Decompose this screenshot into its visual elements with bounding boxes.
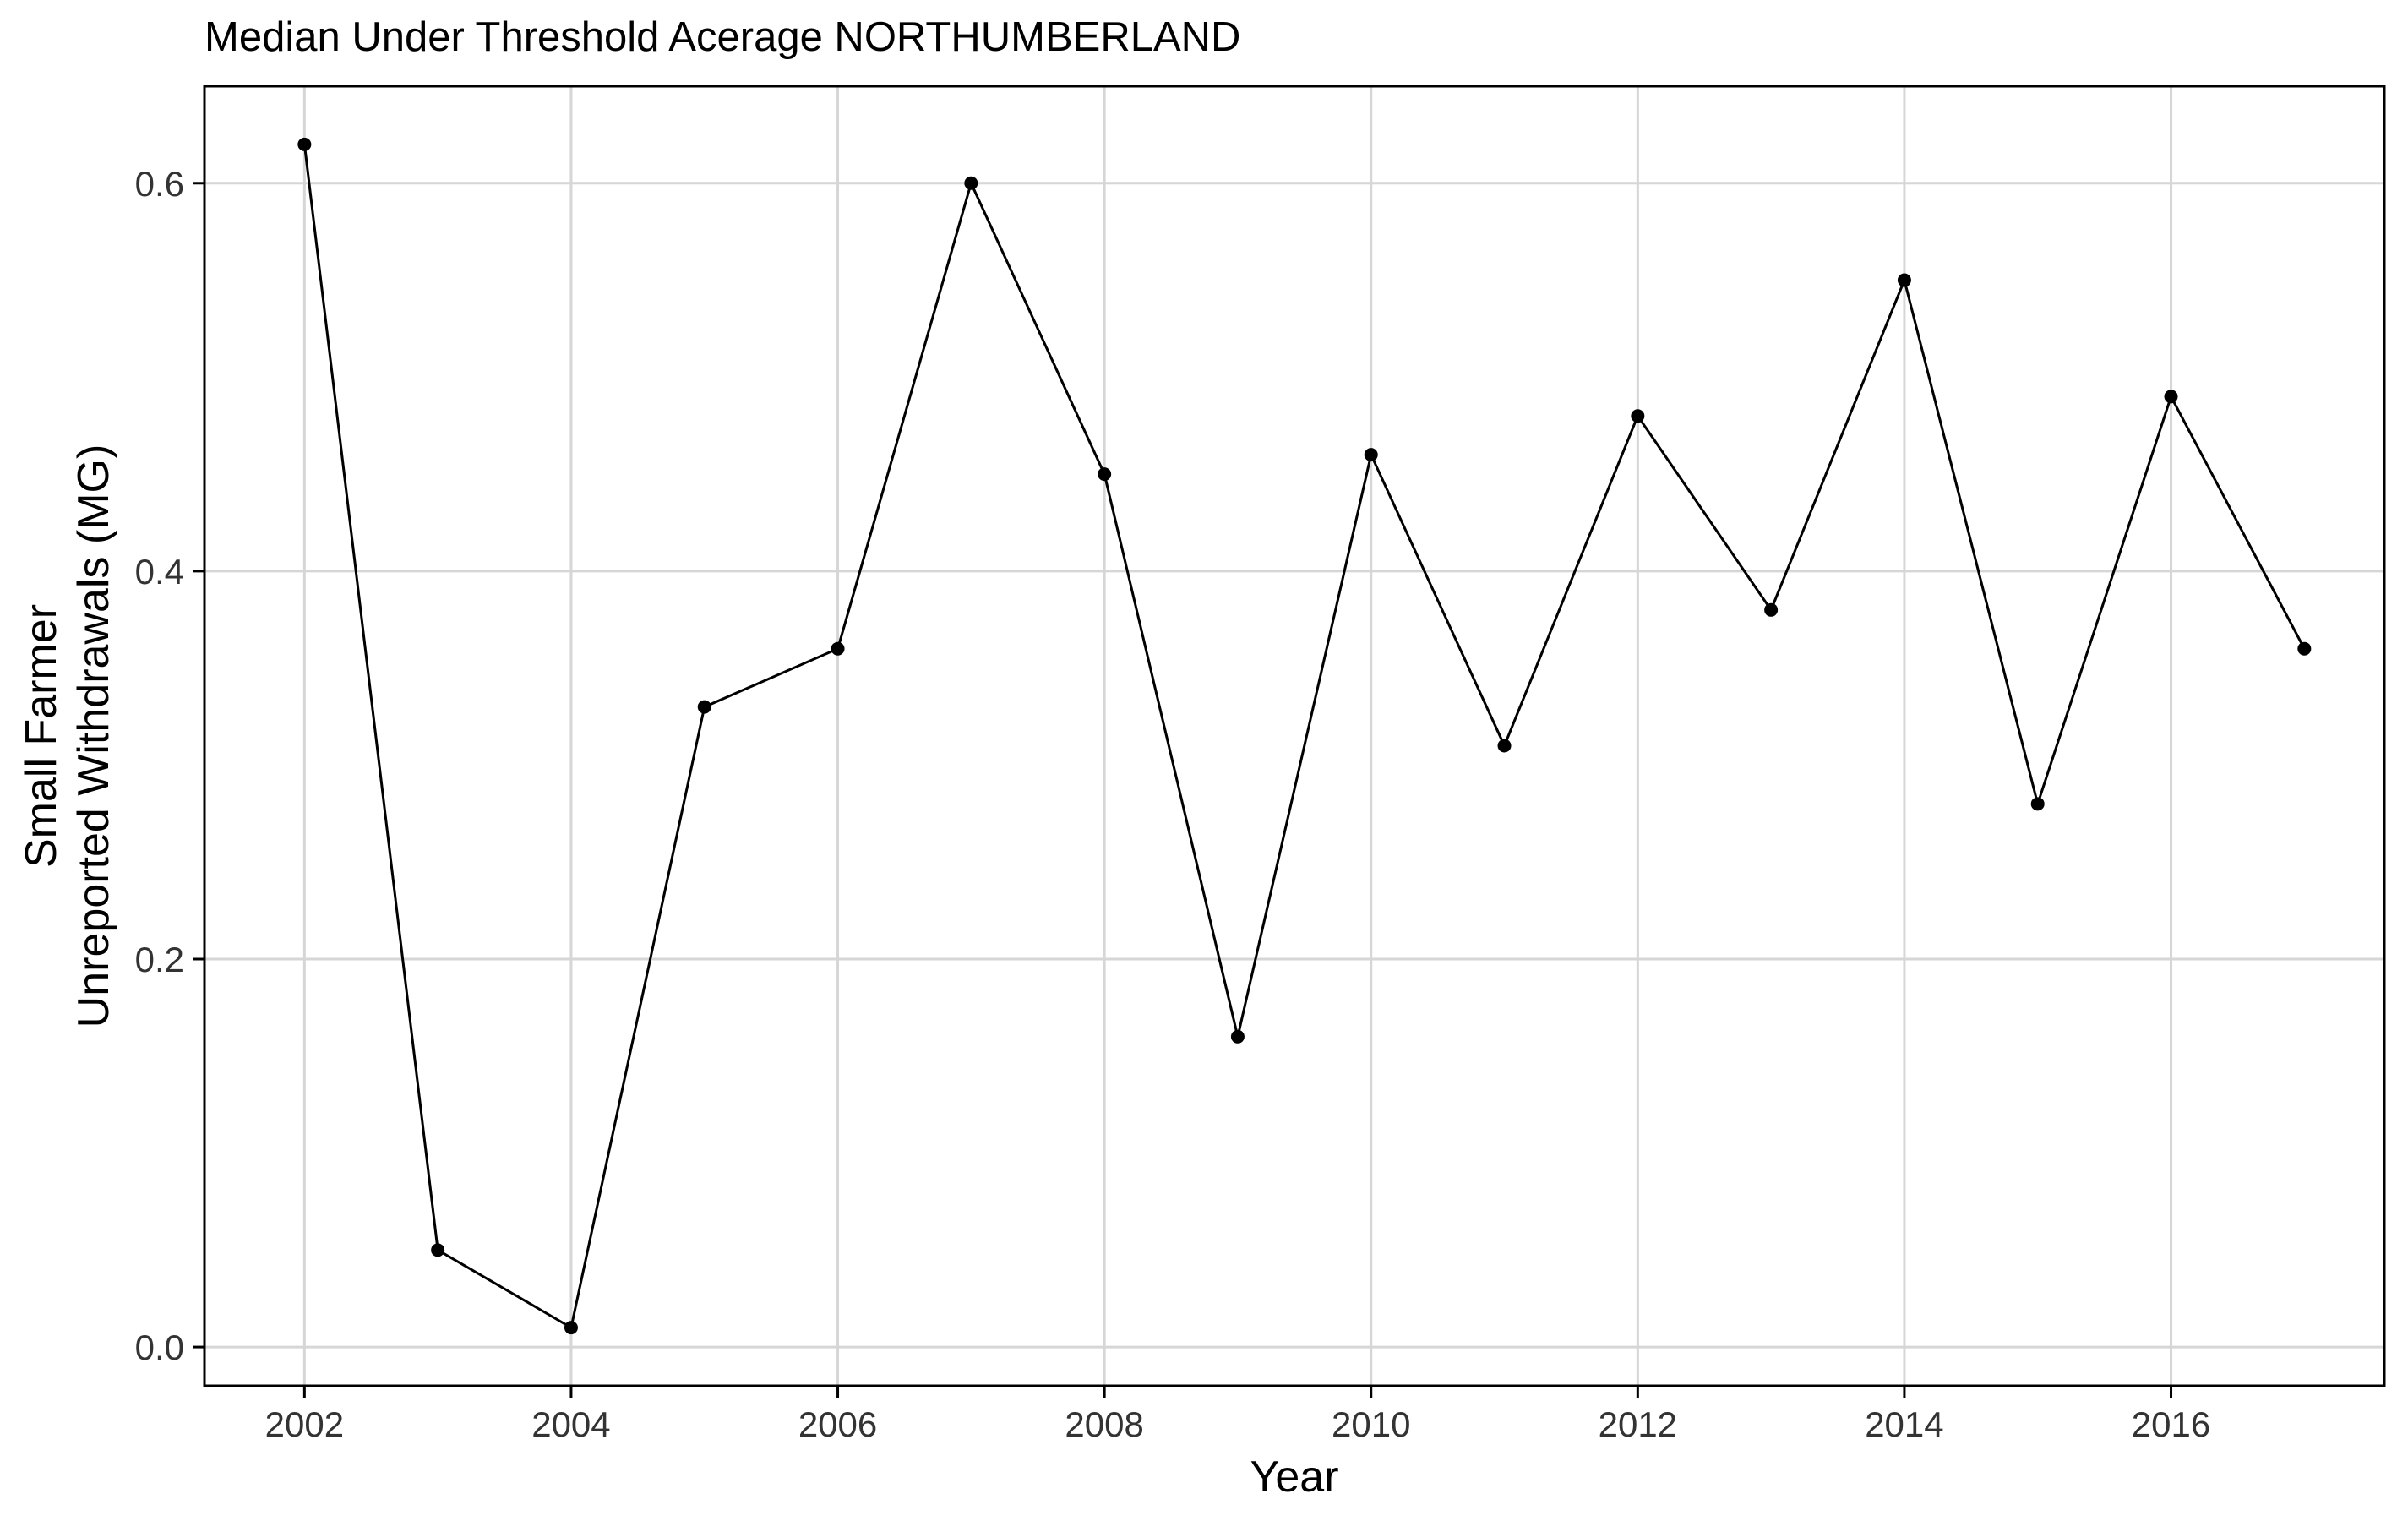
chart-title: Median Under Threshold Acerage NORTHUMBE… xyxy=(204,14,1240,60)
data-point xyxy=(297,137,312,151)
y-axis-title: Small Farmer Unreported Withdrawals (MG) xyxy=(17,444,118,1028)
y-tick-label: 0.0 xyxy=(135,1327,184,1367)
axes: 2002 2004 2006 2008 2010 2012 2014 2016 0.0 0.2 0.… xyxy=(135,164,2211,1444)
x-axis-title: Year xyxy=(1250,1453,1338,1502)
data-point xyxy=(1497,739,1512,753)
x-tick-label: 2016 xyxy=(2132,1404,2210,1444)
x-tick-label: 2008 xyxy=(1065,1404,1143,1444)
series-layer xyxy=(297,137,2312,1335)
data-point xyxy=(431,1243,445,1257)
y-tick-label: 0.6 xyxy=(135,164,184,204)
data-point xyxy=(964,176,978,190)
y-tick-label: 0.4 xyxy=(135,552,184,592)
data-point xyxy=(831,641,845,656)
data-point xyxy=(1230,1029,1245,1044)
data-point xyxy=(697,700,711,714)
data-point xyxy=(2297,641,2312,656)
data-point xyxy=(1631,409,1645,423)
x-tick-label: 2010 xyxy=(1332,1404,1410,1444)
x-tick-label: 2014 xyxy=(1865,1404,1943,1444)
x-tick-label: 2004 xyxy=(531,1404,610,1444)
x-tick-label: 2006 xyxy=(798,1404,877,1444)
data-point xyxy=(1897,273,1911,287)
x-tick-label: 2002 xyxy=(265,1404,344,1444)
data-point xyxy=(2164,390,2178,404)
y-axis-title-line-2: Unreported Withdrawals (MG) xyxy=(69,444,118,1028)
data-point xyxy=(564,1321,578,1335)
y-tick-label: 0.2 xyxy=(135,940,184,979)
plot-panel-border xyxy=(203,84,2386,1387)
grid-lines xyxy=(204,86,2384,1386)
data-point xyxy=(1764,602,1779,617)
data-point xyxy=(2030,797,2045,811)
y-axis-title-line-1: Small Farmer xyxy=(17,604,66,868)
data-point xyxy=(1098,467,1112,482)
x-tick-label: 2012 xyxy=(1599,1404,1677,1444)
data-point xyxy=(1364,448,1378,462)
series-line xyxy=(302,144,2306,1330)
